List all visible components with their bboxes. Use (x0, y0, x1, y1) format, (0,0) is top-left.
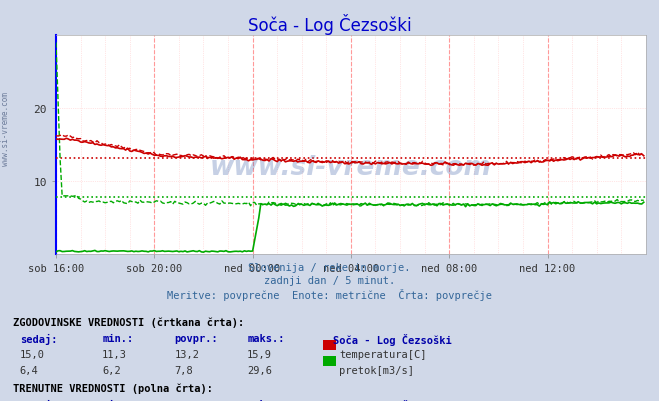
Text: 6,2: 6,2 (102, 365, 121, 375)
Text: 29,6: 29,6 (247, 365, 272, 375)
Text: Slovenija / reke in morje.: Slovenija / reke in morje. (248, 263, 411, 273)
Text: TRENUTNE VREDNOSTI (polna črta):: TRENUTNE VREDNOSTI (polna črta): (13, 383, 213, 393)
Text: sedaj:: sedaj: (20, 399, 57, 401)
Text: povpr.:: povpr.: (175, 333, 218, 343)
Text: Meritve: povprečne  Enote: metrične  Črta: povprečje: Meritve: povprečne Enote: metrične Črta:… (167, 288, 492, 300)
Text: 13,2: 13,2 (175, 349, 200, 359)
Text: min.:: min.: (102, 333, 133, 343)
Text: www.si-vreme.com: www.si-vreme.com (1, 91, 10, 165)
Text: pretok[m3/s]: pretok[m3/s] (339, 365, 415, 375)
Text: maks.:: maks.: (247, 399, 285, 401)
Text: 6,4: 6,4 (20, 365, 38, 375)
Text: 7,8: 7,8 (175, 365, 193, 375)
Text: min.:: min.: (102, 399, 133, 401)
Text: ZGODOVINSKE VREDNOSTI (črtkana črta):: ZGODOVINSKE VREDNOSTI (črtkana črta): (13, 317, 244, 327)
Text: 15,9: 15,9 (247, 349, 272, 359)
Text: povpr.:: povpr.: (175, 399, 218, 401)
Text: Soča - Log Čezsoški: Soča - Log Čezsoški (248, 14, 411, 35)
Text: 11,3: 11,3 (102, 349, 127, 359)
Text: zadnji dan / 5 minut.: zadnji dan / 5 minut. (264, 275, 395, 286)
Text: www.si-vreme.com: www.si-vreme.com (210, 154, 492, 180)
Text: maks.:: maks.: (247, 333, 285, 343)
Text: temperatura[C]: temperatura[C] (339, 349, 427, 359)
Text: sedaj:: sedaj: (20, 333, 57, 344)
Text: Soča - Log Čezsoški: Soča - Log Čezsoški (333, 333, 451, 345)
Text: Soča - Log Čezsoški: Soča - Log Čezsoški (333, 399, 451, 401)
Text: 15,0: 15,0 (20, 349, 45, 359)
